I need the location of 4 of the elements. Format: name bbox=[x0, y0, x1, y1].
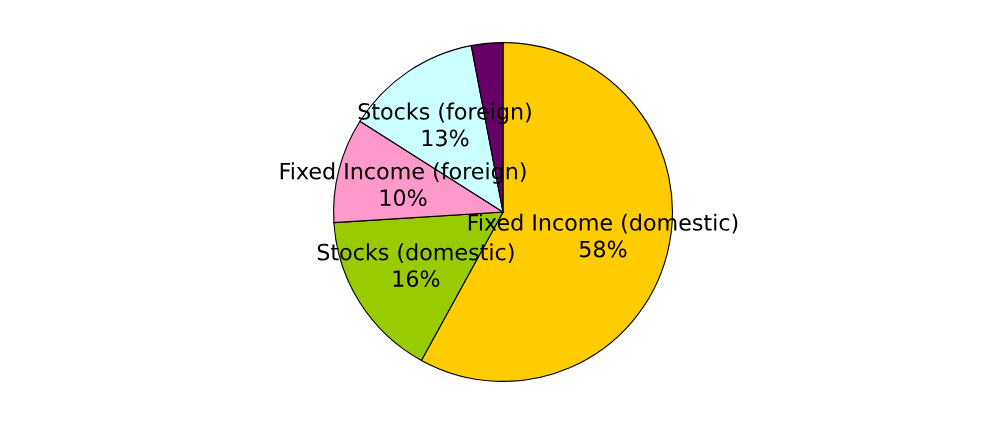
data-label: 13% bbox=[422, 129, 469, 147]
data-label: 10% bbox=[380, 189, 427, 207]
data-label: 58% bbox=[579, 240, 627, 258]
data-label: 16% bbox=[393, 270, 440, 288]
